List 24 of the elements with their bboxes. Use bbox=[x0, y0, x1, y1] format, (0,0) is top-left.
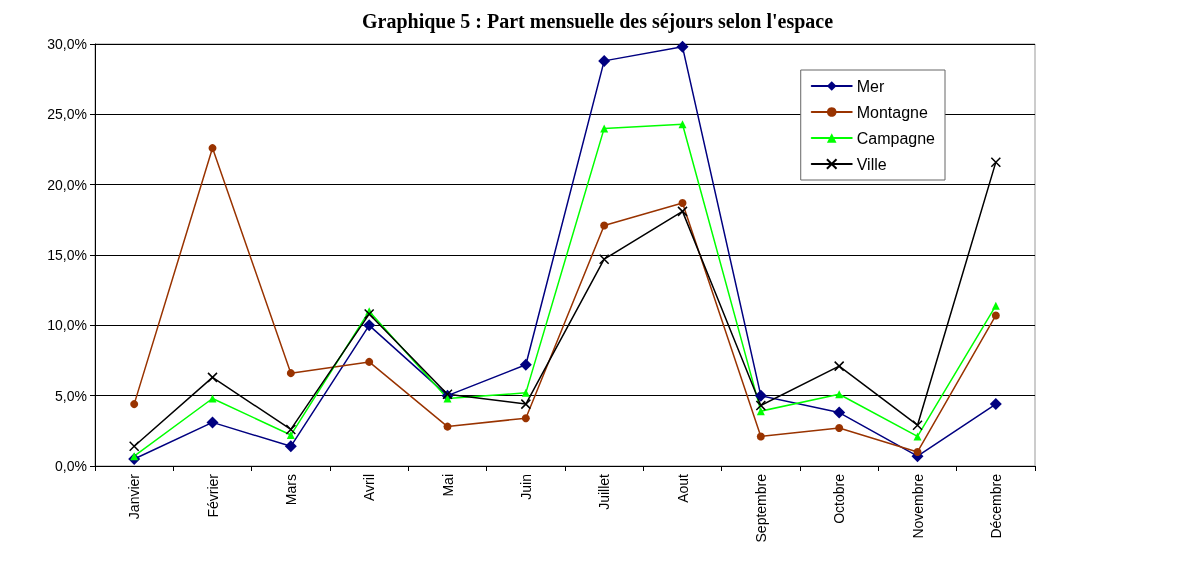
y-tick-label: 5,0% bbox=[55, 387, 87, 404]
x-tick-label: Décembre bbox=[987, 473, 1004, 539]
legend-label: Montagne bbox=[856, 103, 928, 121]
x-tick-label: Aout bbox=[674, 473, 691, 503]
y-tick-label: 20,0% bbox=[47, 176, 87, 193]
x-tick-label: Janvier bbox=[126, 473, 143, 520]
x-tick-label: Avril bbox=[361, 474, 378, 501]
legend-label: Ville bbox=[856, 155, 887, 173]
x-tick-label: Octobre bbox=[831, 473, 848, 524]
y-tick-label: 10,0% bbox=[47, 317, 87, 334]
x-tick-label: Juillet bbox=[596, 473, 613, 510]
x-tick-label: Septembre bbox=[752, 473, 769, 543]
legend-label: Mer bbox=[856, 77, 885, 95]
x-tick-label: Février bbox=[204, 473, 221, 518]
x-tick-label: Mai bbox=[439, 474, 456, 497]
chart-title: Graphique 5 : Part mensuelle des séjours selon l'espace bbox=[361, 10, 834, 33]
x-tick-label: Novembre bbox=[909, 473, 926, 539]
y-tick-label: 25,0% bbox=[47, 106, 87, 123]
y-tick-label: 15,0% bbox=[47, 247, 87, 263]
legend-label: Campagne bbox=[856, 129, 936, 147]
x-tick-label: Juin bbox=[517, 474, 534, 500]
x-tick-label: Mars bbox=[282, 474, 299, 506]
y-tick-label: 30,0% bbox=[47, 36, 87, 52]
y-tick-label: 0,0% bbox=[55, 458, 87, 474]
